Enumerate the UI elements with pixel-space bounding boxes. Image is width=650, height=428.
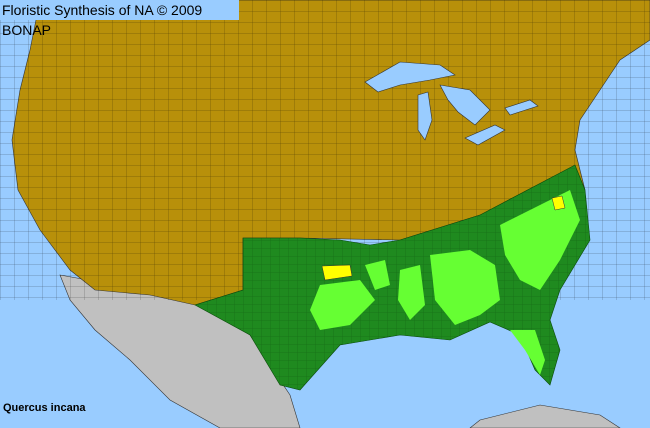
lake-ontario bbox=[504, 99, 539, 116]
county-cluster bbox=[430, 250, 500, 325]
county-cluster bbox=[500, 190, 580, 290]
rare-counties bbox=[321, 195, 566, 281]
lake-michigan bbox=[417, 91, 433, 141]
county-cluster bbox=[510, 330, 545, 375]
lake-superior bbox=[364, 61, 456, 93]
county-cluster bbox=[398, 265, 425, 320]
species-name: Quercus incana bbox=[3, 402, 86, 414]
county-cluster bbox=[310, 280, 375, 330]
map-title: Floristic Synthesis of NA © 2009 BONAP bbox=[0, 0, 239, 38]
lake-huron bbox=[439, 84, 491, 126]
county-cluster bbox=[551, 195, 566, 211]
cuba-land bbox=[469, 404, 621, 428]
county-cluster bbox=[321, 264, 353, 281]
range-county-grid bbox=[195, 165, 590, 390]
county-cluster bbox=[365, 260, 390, 290]
lake-erie bbox=[464, 124, 506, 146]
present-counties bbox=[310, 190, 580, 375]
